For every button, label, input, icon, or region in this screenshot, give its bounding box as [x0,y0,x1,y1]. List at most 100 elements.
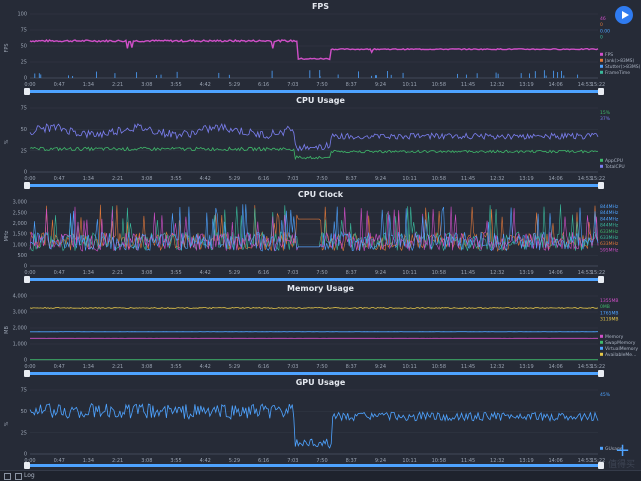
x-tick-label: 14:53 [578,270,592,276]
memory-range-handle-left[interactable] [24,370,30,377]
legend-item[interactable]: VirtualMemory [605,346,638,352]
legend-item[interactable]: TotalCPU [604,164,625,170]
stutter-bar [72,75,74,78]
x-tick-label: 10:58 [432,364,446,370]
x-tick-label: 9:24 [375,458,386,464]
add-button[interactable]: + [615,442,630,460]
stutter-bar [557,72,559,78]
current-value-label: 633MHz [600,241,619,247]
x-tick-label: 4:42 [200,176,211,182]
x-tick-label: 6:16 [258,364,269,370]
fps-range-slider[interactable] [24,88,604,95]
stutter-bar [319,70,321,78]
legend-item[interactable]: GUsage [605,446,623,452]
current-value-label: 37% [600,116,611,122]
gpu-usage-line [29,403,599,449]
stutter-bar [375,75,376,78]
x-tick-label: 12:32 [490,364,504,370]
x-tick-label: 5:29 [229,82,240,88]
x-tick-label: 14:53 [578,82,592,88]
fps-range-handle-right[interactable] [598,88,604,95]
current-value-label: 1355MB [600,298,618,304]
memory-range-handle-right[interactable] [598,370,604,377]
legend-item[interactable]: Jank(>83MS) [604,58,635,64]
x-tick-label: 9:24 [375,82,386,88]
x-tick-label: 8:37 [346,364,357,370]
cpu-clock-range-handle-left[interactable] [24,276,30,283]
cpu-clock-panel: CPU Clock MHz 3,000 2,500 2,000 1,500 1,000 50… [0,190,641,284]
x-tick-label: 15:22 [591,176,605,182]
x-tick-label: 1:34 [83,270,94,276]
y-tick-label: 2,000 [13,221,27,227]
stutter-bar [38,73,40,78]
x-tick-label: 0:47 [54,364,65,370]
legend-item[interactable]: Stutter(>83MS) [605,64,641,70]
current-value-label: 15% [600,110,611,116]
memory-range-slider[interactable] [24,370,604,377]
y-tick-label: 0 [24,452,27,458]
cpu-clock-range-handle-right[interactable] [598,276,604,283]
stutter-bar [155,75,157,78]
current-value-label: 844MHz [600,210,619,216]
play-button[interactable] [615,6,633,24]
x-tick-label: 11:45 [461,364,475,370]
x-tick-label: 8:37 [346,82,357,88]
x-tick-label: 3:08 [141,364,152,370]
stutter-bar [386,71,388,78]
gpu-range-handle-left[interactable] [24,462,30,469]
x-tick-label: 0:00 [24,458,35,464]
x-tick-label: 3:55 [170,364,181,370]
cpu-usage-range-handle-left[interactable] [24,182,30,189]
legend-item[interactable]: FrameTime [605,70,630,76]
y-tick-label: 0 [24,76,27,82]
cpu-usage-title: CPU Usage [296,96,345,105]
legend-item[interactable]: SwapMemory [605,340,636,346]
stutter-bar [136,72,138,78]
x-tick-label: 3:08 [141,82,152,88]
app-cpu-line [29,146,598,161]
x-tick-label: 3:55 [170,176,181,182]
legend-item[interactable]: Memory [605,334,624,340]
stutter-bar [465,74,467,78]
x-tick-label: 2:21 [112,364,123,370]
current-value-label: 844MHz [600,204,619,210]
y-tick-label: 0 [24,170,27,176]
x-tick-label: 9:24 [375,176,386,182]
stutter-bar [529,73,530,78]
stutter-bar [402,72,404,78]
fps-range-handle-left[interactable] [24,88,30,95]
stutter-bar [309,70,311,78]
x-tick-label: 1:34 [83,82,94,88]
stutter-bar [114,73,116,78]
stutter-bar [390,74,392,78]
y-tick-label: 500 [17,253,27,259]
cpu-usage-range-handle-right[interactable] [598,182,604,189]
y-tick-label: 0 [24,358,27,364]
stutter-bar [543,70,545,78]
legend-item[interactable]: FPS [605,52,613,58]
gpu-range-handle-right[interactable] [598,462,604,469]
cpu-clock-range-slider[interactable] [24,276,604,283]
x-tick-label: 14:06 [548,82,562,88]
log-checkbox[interactable] [15,473,22,480]
y-tick-label: 0 [24,264,27,270]
x-tick-label: 7:03 [287,458,298,464]
footer-bar: Log [0,470,641,481]
current-value-label: 3119MB [600,317,618,323]
legend-swatch [600,352,603,356]
x-tick-label: 13:19 [519,176,533,182]
x-tick-label: 10:11 [402,270,416,276]
x-tick-label: 11:45 [461,82,475,88]
legend-item[interactable]: AppCPU [605,158,623,164]
x-tick-label: 9:24 [375,270,386,276]
x-tick-label: 8:37 [346,458,357,464]
legend-item[interactable]: AvailableMe... [605,352,636,358]
x-tick-label: 8:37 [346,176,357,182]
legend-swatch [600,346,603,350]
legend-swatch [600,158,603,162]
cpu-usage-range-slider[interactable] [24,182,604,189]
expand-icon[interactable] [4,473,11,480]
x-tick-label: 14:53 [578,458,592,464]
x-tick-label: 7:03 [287,176,298,182]
gpu-range-slider[interactable] [24,462,604,469]
